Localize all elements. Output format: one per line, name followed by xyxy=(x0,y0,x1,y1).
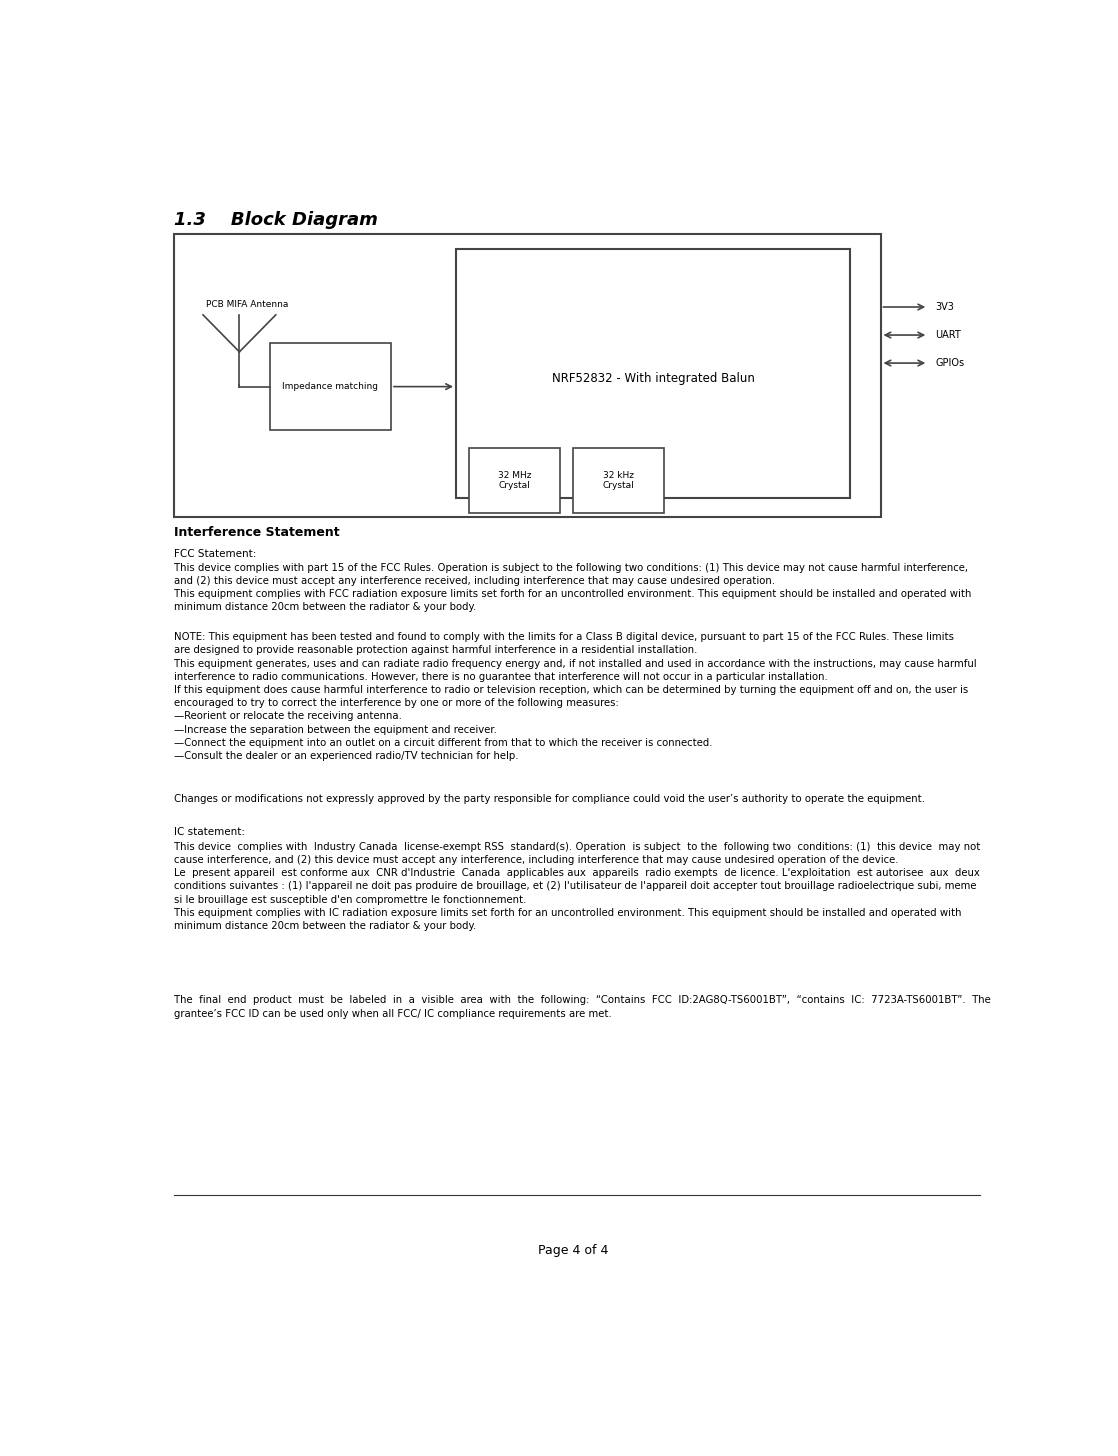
Text: NOTE: This equipment has been tested and found to comply with the limits for a C: NOTE: This equipment has been tested and… xyxy=(174,632,977,761)
Text: NRF52832 - With integrated Balun: NRF52832 - With integrated Balun xyxy=(551,371,755,384)
Text: PCB MIFA Antenna: PCB MIFA Antenna xyxy=(207,300,288,309)
Bar xyxy=(470,448,560,514)
Text: This device complies with part 15 of the FCC Rules. Operation is subject to the : This device complies with part 15 of the… xyxy=(174,562,972,612)
Text: 3V3: 3V3 xyxy=(935,301,954,312)
Text: The  final  end  product  must  be  labeled  in  a  visible  area  with  the  fo: The final end product must be labeled in… xyxy=(174,996,992,1019)
Text: IC statement:: IC statement: xyxy=(174,827,246,837)
Bar xyxy=(456,249,851,498)
Text: GPIOs: GPIOs xyxy=(935,358,965,368)
Text: Interference Statement: Interference Statement xyxy=(174,526,340,539)
Bar xyxy=(174,234,881,517)
Text: Page 4 of 4: Page 4 of 4 xyxy=(538,1245,608,1258)
Text: This device  complies with  Industry Canada  license-exempt RSS  standard(s). Op: This device complies with Industry Canad… xyxy=(174,842,980,930)
Bar xyxy=(574,448,664,514)
Text: FCC Statement:: FCC Statement: xyxy=(174,549,257,559)
Text: UART: UART xyxy=(935,331,960,341)
Bar xyxy=(269,344,391,431)
Text: 32 MHz
Crystal: 32 MHz Crystal xyxy=(498,472,531,491)
Text: Changes or modifications not expressly approved by the party responsible for com: Changes or modifications not expressly a… xyxy=(174,794,926,804)
Text: 1.3    Block Diagram: 1.3 Block Diagram xyxy=(174,211,378,229)
Text: 32 kHz
Crystal: 32 kHz Crystal xyxy=(603,472,634,491)
Text: Impedance matching: Impedance matching xyxy=(283,381,378,392)
